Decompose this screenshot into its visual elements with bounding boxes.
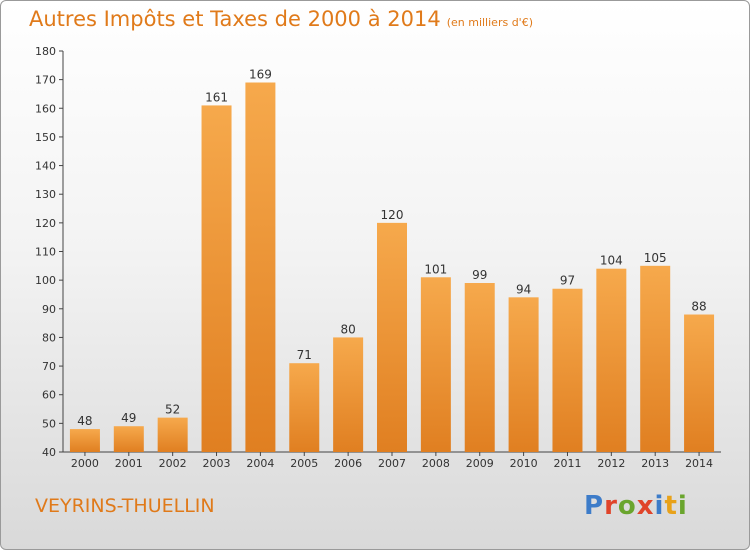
logo-letter: P	[584, 491, 605, 521]
y-tick-label: 80	[42, 331, 56, 344]
unit-text: (en milliers d'€)	[446, 16, 533, 29]
x-tick-label-2003: 2003	[203, 457, 231, 470]
data-label-2011: 97	[560, 274, 575, 288]
y-tick-label: 40	[42, 446, 56, 459]
x-tick-label-2013: 2013	[641, 457, 669, 470]
data-label-2004: 169	[249, 68, 272, 82]
x-tick-label-2004: 2004	[246, 457, 274, 470]
bar-2010	[508, 297, 539, 452]
y-tick-label: 70	[42, 360, 56, 373]
bar-2001	[113, 426, 144, 452]
x-tick-label-2014: 2014	[685, 457, 713, 470]
data-label-2002: 52	[165, 403, 180, 417]
x-tick-label-2011: 2011	[553, 457, 581, 470]
bar-2006	[333, 337, 364, 452]
y-tick-label: 140	[35, 160, 56, 173]
data-label-2010: 94	[516, 282, 531, 296]
bar-2000	[69, 429, 100, 452]
y-tick-label: 170	[35, 74, 56, 87]
bar-2012	[596, 268, 627, 452]
y-tick-label: 90	[42, 303, 56, 316]
data-label-2012: 104	[600, 254, 623, 268]
x-tick-label-2002: 2002	[159, 457, 187, 470]
x-tick-label-2009: 2009	[466, 457, 494, 470]
logo-letter: i	[677, 491, 688, 521]
bar-2014	[684, 314, 715, 452]
y-tick-label: 150	[35, 131, 56, 144]
data-label-2009: 99	[472, 268, 487, 282]
x-tick-label-2008: 2008	[422, 457, 450, 470]
data-label-2008: 101	[424, 262, 447, 276]
bar-2003	[201, 105, 232, 453]
y-tick-label: 100	[35, 274, 56, 287]
chart-title: Autres Impôts et Taxes de 2000 à 2014 (en…	[29, 7, 533, 31]
data-label-2001: 49	[121, 411, 136, 425]
x-tick-label-2010: 2010	[510, 457, 538, 470]
y-tick-label: 180	[35, 45, 56, 58]
bar-2009	[464, 283, 495, 452]
bar-2004	[245, 82, 276, 452]
data-label-2000: 48	[77, 414, 92, 428]
x-tick-label-2000: 2000	[71, 457, 99, 470]
x-tick-label-2005: 2005	[290, 457, 318, 470]
y-tick-label: 120	[35, 217, 56, 230]
y-tick-label: 50	[42, 417, 56, 430]
logo-letter: i	[654, 491, 665, 521]
bar-2011	[552, 288, 583, 452]
x-tick-label-2006: 2006	[334, 457, 362, 470]
data-label-2013: 105	[644, 251, 667, 265]
bar-2007	[377, 222, 407, 452]
logo-letter: o	[617, 491, 637, 521]
y-tick-label: 160	[35, 102, 56, 115]
bar-2013	[640, 265, 671, 452]
x-tick-label-2012: 2012	[597, 457, 625, 470]
bar-2005	[289, 363, 320, 452]
data-label-2014: 88	[691, 300, 706, 314]
data-label-2007: 120	[381, 208, 404, 222]
proxiti-logo: Proxiti	[584, 491, 688, 521]
y-tick-label: 110	[35, 246, 56, 259]
city-name: VEYRINS-THUELLIN	[35, 495, 215, 517]
logo-letter: t	[664, 491, 678, 521]
data-label-2005: 71	[297, 348, 312, 362]
data-label-2003: 161	[205, 90, 228, 104]
data-label-2006: 80	[340, 322, 355, 336]
logo-letter: x	[636, 491, 655, 521]
title-text: Autres Impôts et Taxes de 2000 à 2014	[29, 7, 441, 31]
y-tick-label: 130	[35, 188, 56, 201]
x-tick-label-2001: 2001	[115, 457, 143, 470]
x-tick-label-2007: 2007	[378, 457, 406, 470]
bar-2008	[420, 277, 451, 452]
bar-2002	[157, 417, 188, 452]
logo-letter: r	[604, 491, 618, 521]
y-tick-label: 60	[42, 389, 56, 402]
